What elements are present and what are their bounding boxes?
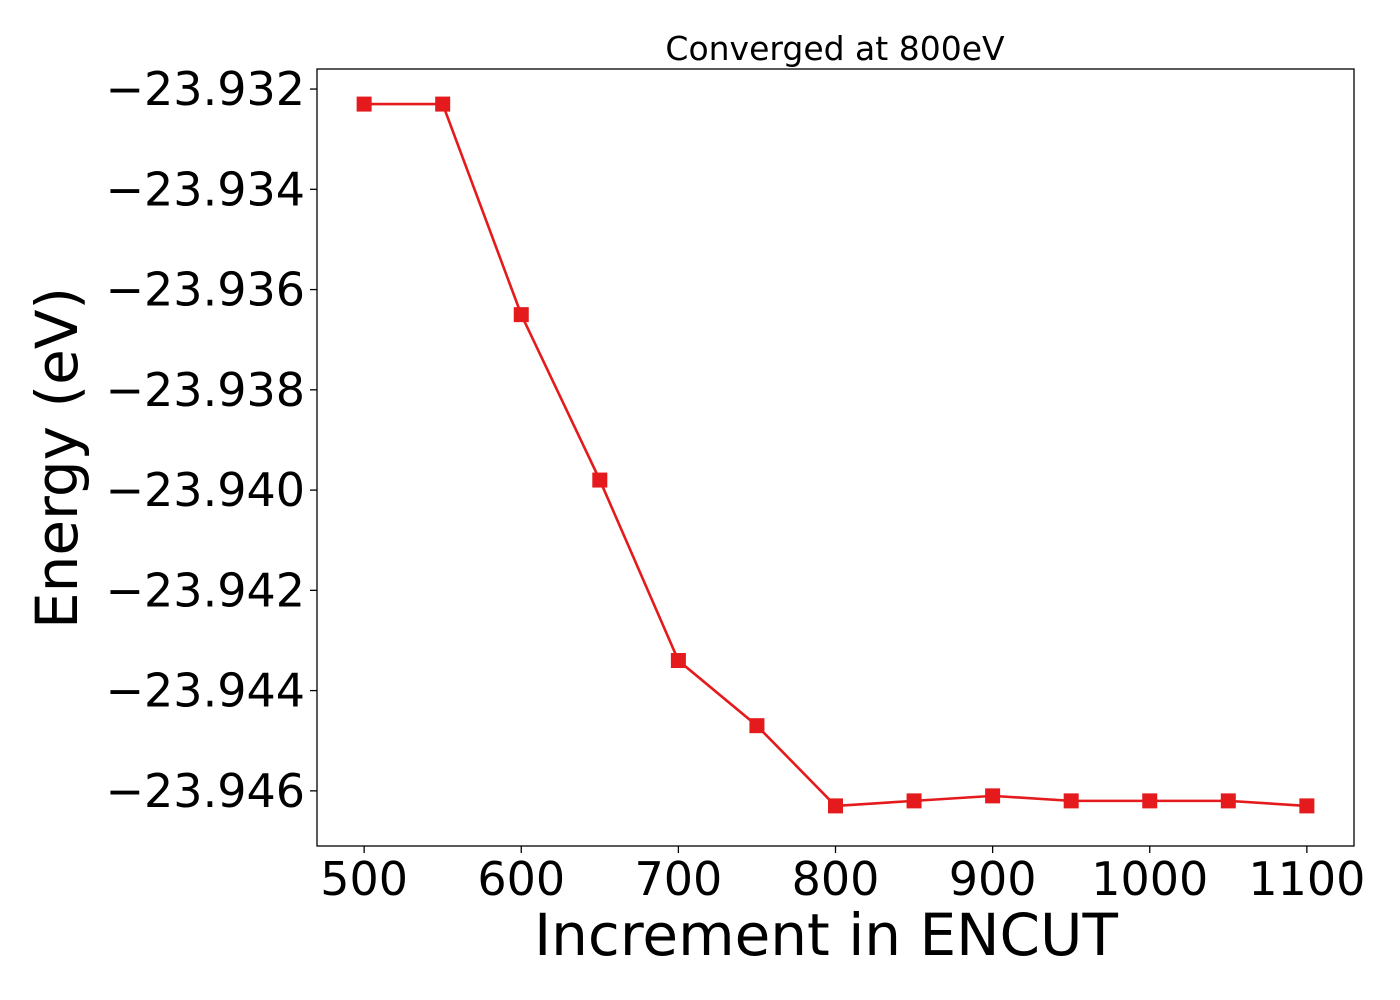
data-point-marker bbox=[1220, 793, 1236, 809]
data-point-marker bbox=[828, 798, 843, 814]
x-tick-label: 500 bbox=[320, 852, 408, 906]
data-point-marker bbox=[749, 718, 765, 734]
chart-title: Converged at 800eV bbox=[665, 29, 1005, 68]
data-point-marker bbox=[435, 96, 451, 112]
data-point-marker bbox=[985, 788, 1001, 804]
y-tick-label: −23.940 bbox=[106, 463, 306, 517]
y-tick-label: −23.932 bbox=[106, 62, 306, 116]
data-point-marker bbox=[670, 653, 686, 669]
data-point-marker bbox=[1142, 793, 1158, 809]
data-point-marker bbox=[1299, 798, 1315, 814]
y-tick-label: −23.936 bbox=[106, 263, 306, 317]
x-tick-label: 600 bbox=[477, 852, 565, 906]
series-line bbox=[364, 102, 1307, 808]
y-tick-label: −23.942 bbox=[106, 563, 306, 617]
y-axis-title: Energy (eV) bbox=[23, 287, 91, 629]
x-tick-label: 1000 bbox=[1091, 852, 1208, 906]
data-series bbox=[356, 96, 1315, 814]
x-axis-title: Increment in ENCUT bbox=[534, 901, 1118, 969]
plot-area-frame bbox=[316, 68, 1355, 847]
x-tick-label: 700 bbox=[634, 852, 722, 906]
x-tick-label: 900 bbox=[949, 852, 1037, 906]
x-tick-label: 800 bbox=[792, 852, 880, 906]
y-tick-label: −23.934 bbox=[106, 162, 306, 216]
y-tick-label: −23.938 bbox=[106, 363, 306, 417]
data-point-marker bbox=[1063, 793, 1079, 809]
data-point-marker bbox=[592, 472, 608, 488]
y-tick-label: −23.946 bbox=[106, 764, 306, 818]
data-point-marker bbox=[356, 96, 372, 112]
y-tick-label: −23.944 bbox=[106, 664, 306, 718]
x-tick-label: 1100 bbox=[1248, 852, 1365, 906]
data-point-marker bbox=[513, 307, 529, 323]
data-point-marker bbox=[906, 793, 922, 809]
axis-ticks: 500 600 700 800 900 1000 1100 −23.932 −23.934 −23… bbox=[106, 62, 1366, 906]
